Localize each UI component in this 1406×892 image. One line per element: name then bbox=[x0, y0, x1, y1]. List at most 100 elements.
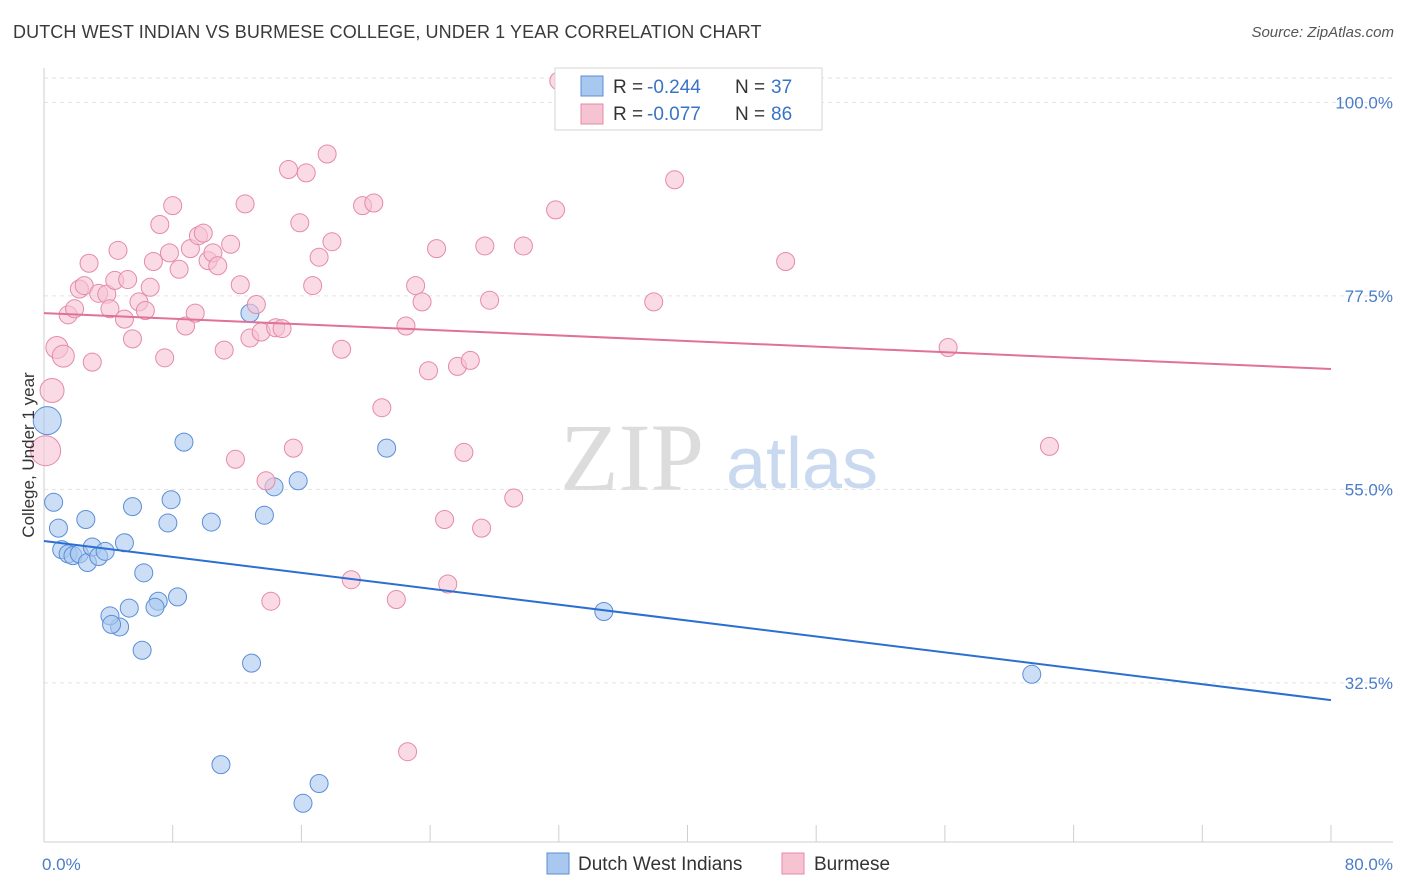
burmese-point bbox=[122, 329, 142, 349]
dutch-west-indian-point bbox=[119, 598, 139, 618]
burmese-point bbox=[82, 352, 102, 372]
burmese-point bbox=[435, 510, 455, 529]
dutch-west-indian-point bbox=[134, 563, 154, 583]
watermark-atlas: atlas bbox=[726, 424, 878, 504]
burmese-point bbox=[322, 232, 342, 252]
burmese-point bbox=[472, 518, 492, 538]
points-layer bbox=[30, 71, 1059, 813]
burmese-point bbox=[438, 574, 458, 594]
burmese-point bbox=[176, 316, 196, 336]
chart-source: Source: ZipAtlas.com bbox=[1251, 24, 1394, 41]
dutch-west-indian-point bbox=[158, 513, 178, 533]
burmese-point bbox=[51, 344, 75, 368]
burmese-point bbox=[460, 350, 480, 370]
burmese-point bbox=[418, 361, 438, 381]
burmese-trend-line bbox=[43, 312, 1332, 370]
burmese-point bbox=[317, 144, 337, 164]
bottom-legend-label-blue: Dutch West Indians bbox=[578, 854, 742, 875]
burmese-point bbox=[108, 240, 128, 260]
burmese-point bbox=[396, 316, 416, 336]
burmese-point bbox=[364, 193, 384, 213]
burmese-point bbox=[296, 163, 316, 183]
burmese-point bbox=[938, 338, 958, 357]
dutch-west-indian-point bbox=[102, 614, 122, 634]
burmese-point bbox=[332, 339, 352, 359]
burmese-point bbox=[155, 348, 175, 368]
dutch-west-indian-point bbox=[132, 640, 152, 660]
legend-r-label-1: R = bbox=[613, 77, 648, 98]
burmese-point bbox=[30, 435, 62, 467]
burmese-point bbox=[159, 243, 179, 263]
dutch-west-indian-point bbox=[32, 406, 62, 436]
burmese-point bbox=[504, 488, 524, 508]
burmese-point bbox=[776, 252, 796, 271]
dutch-west-indian-point bbox=[145, 597, 165, 617]
bottom-legend: Dutch West Indians Burmese bbox=[546, 852, 890, 875]
burmese-point bbox=[290, 213, 310, 233]
bottom-legend-swatch-blue bbox=[546, 852, 570, 875]
legend-n-value-2: 86 bbox=[771, 104, 792, 125]
burmese-point bbox=[150, 215, 170, 235]
y-tick-label: 100.0% bbox=[1335, 93, 1393, 112]
burmese-point bbox=[261, 591, 281, 611]
chart-title: DUTCH WEST INDIAN VS BURMESE COLLEGE, UN… bbox=[13, 22, 762, 42]
dutch-west-indian-point bbox=[76, 510, 96, 529]
burmese-point bbox=[1039, 436, 1059, 456]
dutch-west-indian-point bbox=[288, 471, 308, 491]
dutch-west-indian-point bbox=[114, 533, 134, 553]
dutch-west-indian-point bbox=[201, 512, 221, 532]
burmese-point bbox=[79, 253, 99, 273]
burmese-point bbox=[372, 398, 392, 418]
burmese-point bbox=[100, 299, 120, 319]
burmese-point bbox=[279, 159, 299, 179]
legend-n-value-1: 37 bbox=[771, 77, 792, 98]
burmese-point bbox=[221, 234, 241, 254]
burmese-point bbox=[39, 378, 65, 403]
y-tick-label: 77.5% bbox=[1345, 287, 1393, 306]
burmese-point bbox=[283, 438, 303, 458]
bottom-legend-swatch-pink bbox=[781, 852, 805, 875]
burmese-point bbox=[140, 277, 160, 297]
dutch-west-indian-point bbox=[48, 518, 68, 538]
dutch-west-indian-point bbox=[44, 492, 64, 512]
burmese-point bbox=[427, 239, 447, 259]
dutch-west-indian-point bbox=[174, 432, 194, 452]
burmese-point bbox=[303, 276, 323, 296]
burmese-point bbox=[185, 303, 205, 323]
dutch-west-indian-point bbox=[377, 438, 397, 458]
burmese-point bbox=[406, 276, 426, 296]
y-tick-label: 55.0% bbox=[1345, 480, 1393, 499]
burmese-point bbox=[230, 275, 250, 295]
burmese-point bbox=[193, 223, 213, 243]
legend-swatch-pink bbox=[580, 103, 604, 125]
dutch-west-indian-trend-line bbox=[43, 540, 1332, 702]
burmese-point bbox=[665, 170, 685, 190]
legend-swatch-blue bbox=[580, 75, 604, 97]
burmese-point bbox=[214, 340, 234, 360]
burmese-point bbox=[454, 442, 474, 462]
burmese-point bbox=[398, 742, 418, 762]
legend-r-label-2: R = bbox=[613, 104, 648, 125]
x-tick-label-max: 80.0% bbox=[1345, 855, 1393, 874]
dutch-west-indian-point bbox=[122, 497, 142, 517]
burmese-point bbox=[256, 471, 276, 491]
watermark-zip: ZIP bbox=[560, 404, 704, 511]
burmese-point bbox=[309, 247, 329, 267]
burmese-point bbox=[225, 449, 245, 469]
legend-n-label-2: N = bbox=[735, 104, 770, 125]
burmese-point bbox=[513, 236, 533, 256]
dutch-west-indian-point bbox=[293, 793, 313, 813]
dutch-west-indian-point bbox=[242, 653, 262, 673]
legend-n-label-1: N = bbox=[735, 77, 770, 98]
legend: R = -0.244 N = 37 R = -0.077 N = 86 bbox=[554, 67, 823, 131]
burmese-point bbox=[163, 196, 183, 216]
x-tick-label-min: 0.0% bbox=[42, 855, 81, 874]
burmese-point bbox=[386, 589, 406, 609]
dutch-west-indian-point bbox=[95, 541, 115, 561]
dutch-west-indian-point bbox=[168, 587, 188, 607]
burmese-point bbox=[546, 200, 566, 220]
dutch-west-indian-point bbox=[254, 505, 274, 525]
y-tick-label: 32.5% bbox=[1345, 674, 1393, 693]
legend-r-value-1: -0.244 bbox=[647, 77, 701, 98]
